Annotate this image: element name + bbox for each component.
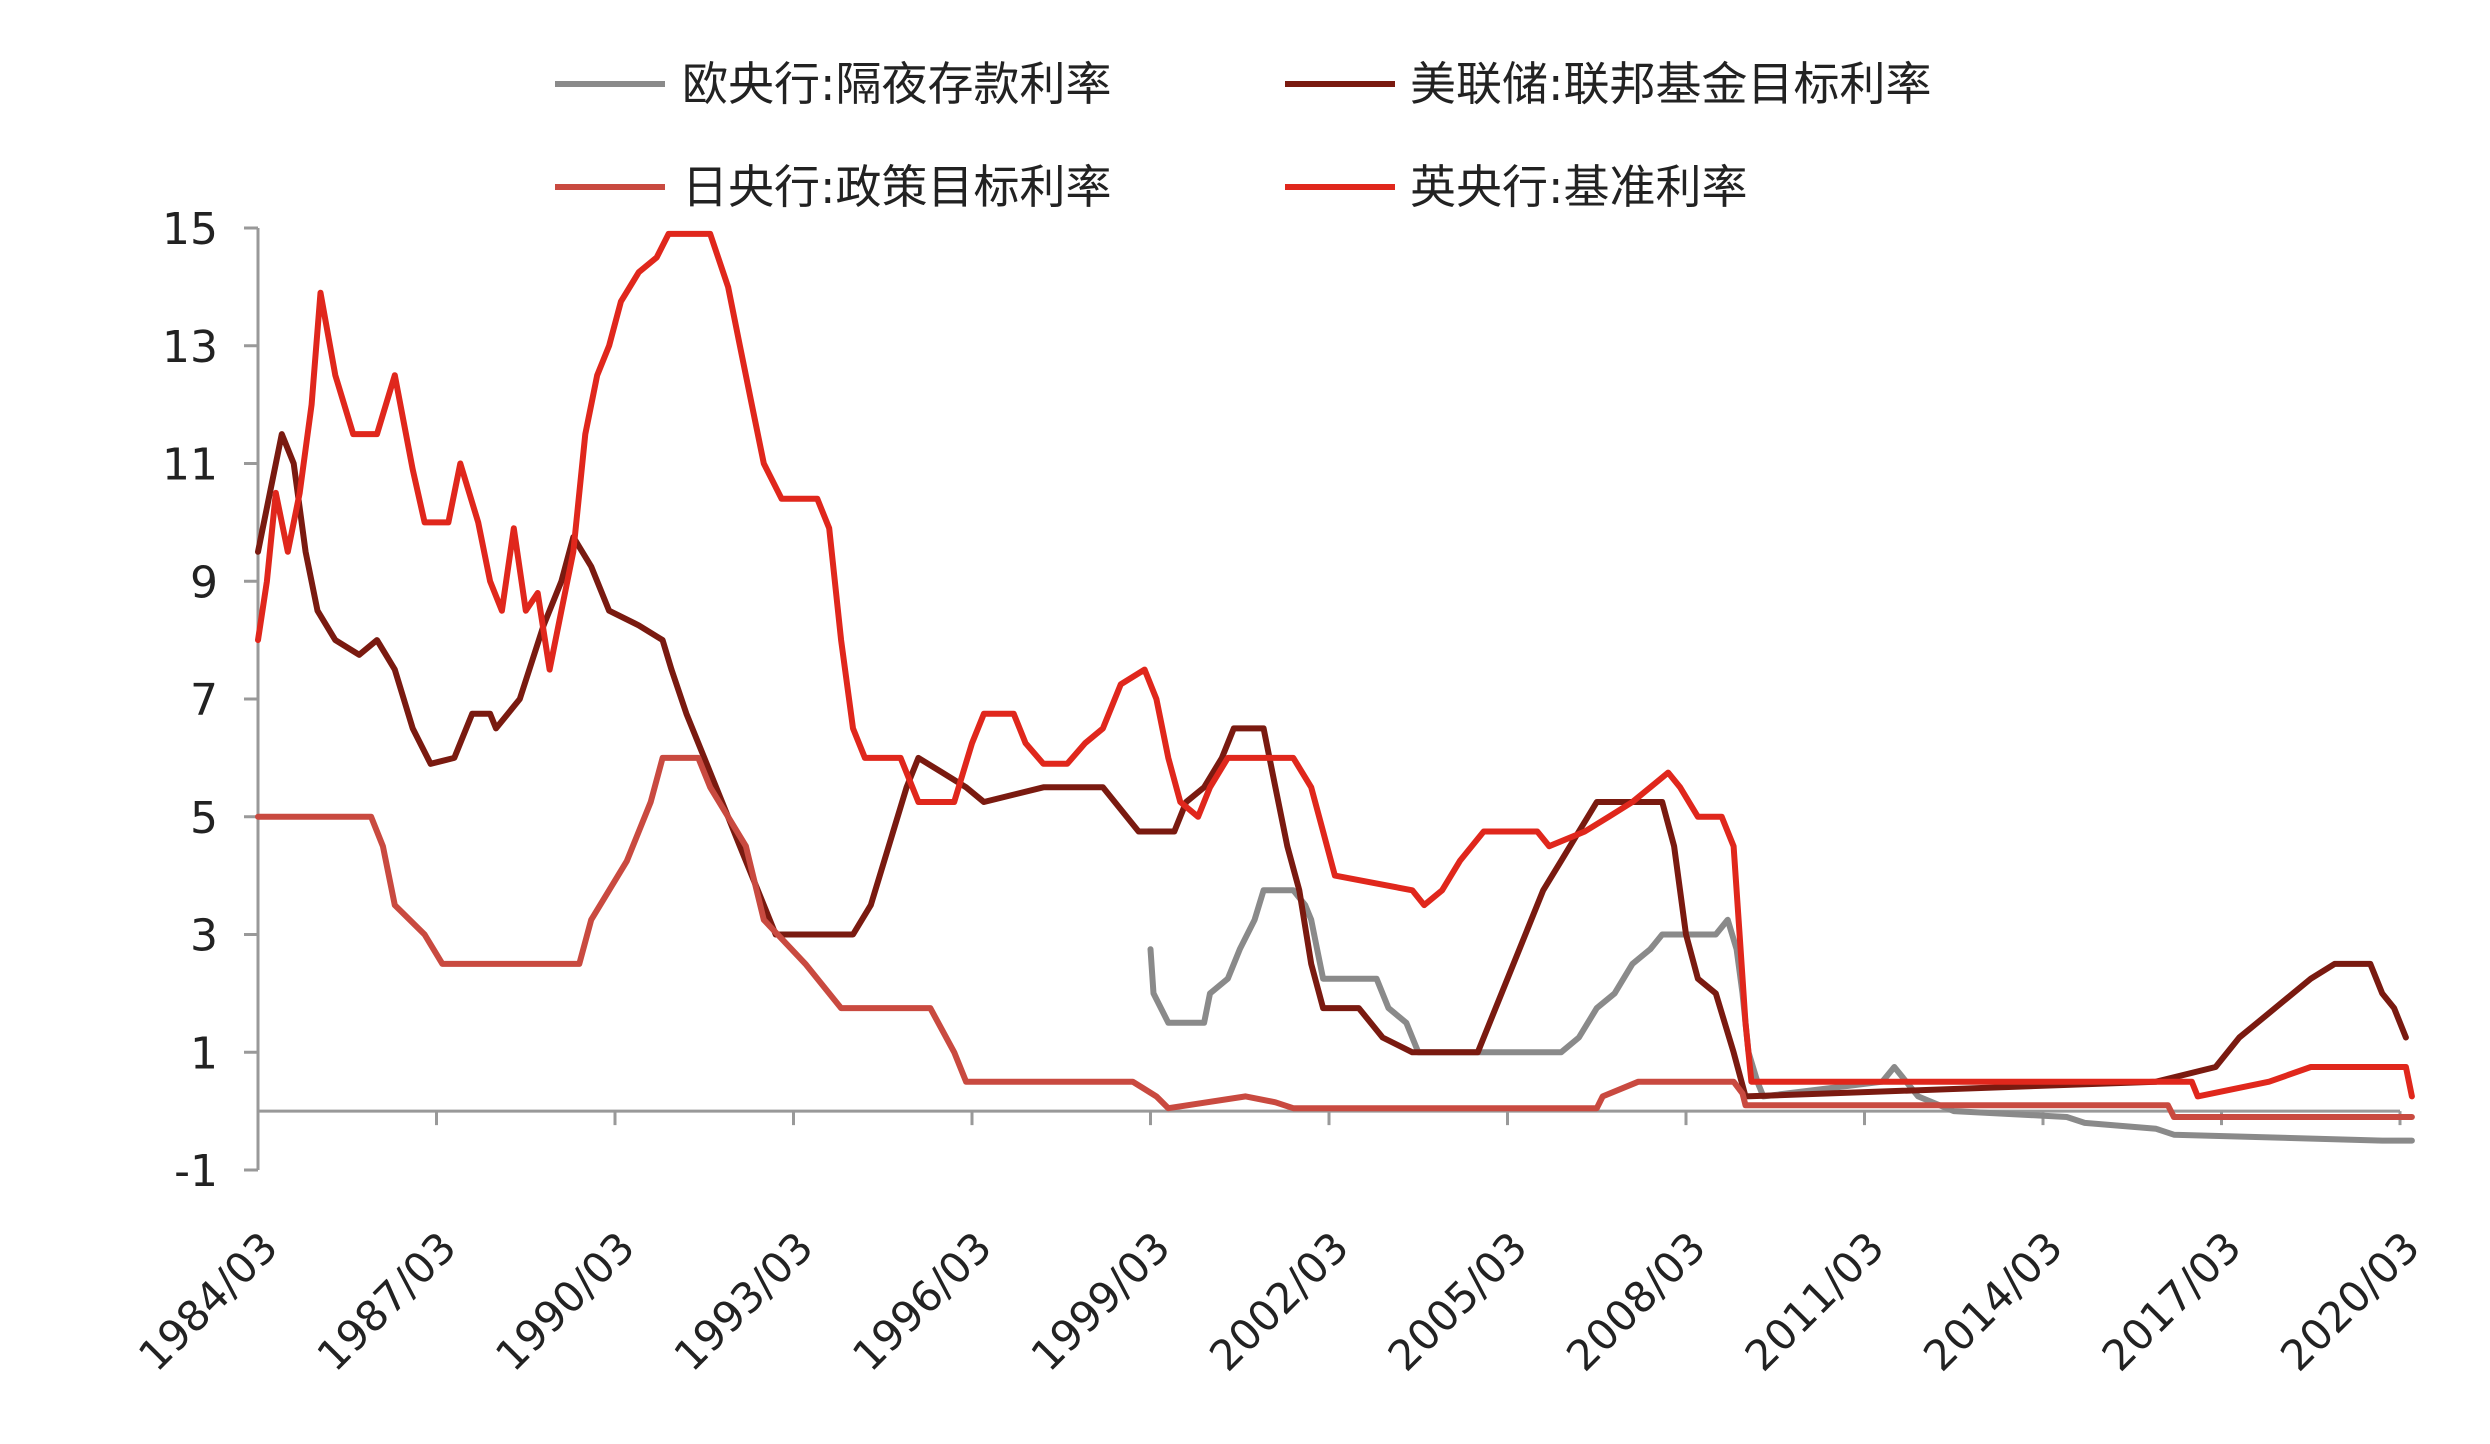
y-tick-label: 13 — [162, 322, 218, 373]
x-tick-label: 2011/03 — [1736, 1222, 1894, 1380]
x-tick-label: 2005/03 — [1379, 1222, 1537, 1380]
x-tick-label: 1999/03 — [1022, 1222, 1180, 1380]
legend-item-ecb: 欧央行:隔夜存款利率 — [555, 57, 1112, 111]
x-tick-label: 2020/03 — [2271, 1222, 2429, 1380]
legend-label-boj: 日央行:政策目标利率 — [682, 160, 1112, 214]
legend-label-boe: 英央行:基准利率 — [1410, 160, 1748, 214]
y-tick-label: 5 — [190, 793, 218, 844]
series-line-boj — [255, 754, 2415, 1120]
series-line-fed — [255, 431, 2409, 1100]
legend-item-boj: 日央行:政策目标利率 — [555, 160, 1112, 214]
y-tick-label: -1 — [174, 1146, 218, 1197]
x-tick-label: 2014/03 — [1914, 1222, 2072, 1380]
x-tick-label: 2008/03 — [1557, 1222, 1715, 1380]
x-tick-label: 1987/03 — [308, 1222, 466, 1380]
y-tick-label: 3 — [190, 911, 218, 962]
x-tick-label: 1993/03 — [665, 1222, 823, 1380]
x-tick-label: 1990/03 — [486, 1222, 644, 1380]
y-tick-label: 9 — [190, 557, 218, 608]
x-tick-label: 1984/03 — [129, 1222, 287, 1380]
legend-item-boe: 英央行:基准利率 — [1285, 160, 1748, 214]
x-tick-label: 2002/03 — [1200, 1222, 1358, 1380]
legend-label-fed: 美联储:联邦基金目标利率 — [1410, 57, 1932, 111]
x-tick-label: 1996/03 — [843, 1222, 1001, 1380]
legend-item-fed: 美联储:联邦基金目标利率 — [1285, 57, 1932, 111]
y-tick-label: 1 — [190, 1028, 218, 1079]
series-line-ecb — [1147, 887, 2415, 1144]
y-tick-label: 11 — [162, 440, 218, 491]
y-tick-label: 15 — [162, 204, 218, 255]
series-group — [255, 230, 2415, 1144]
series-line-boe — [255, 230, 2415, 1100]
x-tick-label: 2017/03 — [2093, 1222, 2251, 1380]
legend-label-ecb: 欧央行:隔夜存款利率 — [682, 57, 1112, 111]
y-tick-label: 7 — [190, 675, 218, 726]
legend: 欧央行:隔夜存款利率 美联储:联邦基金目标利率 日央行:政策目标利率 英央行:基… — [555, 57, 1932, 214]
